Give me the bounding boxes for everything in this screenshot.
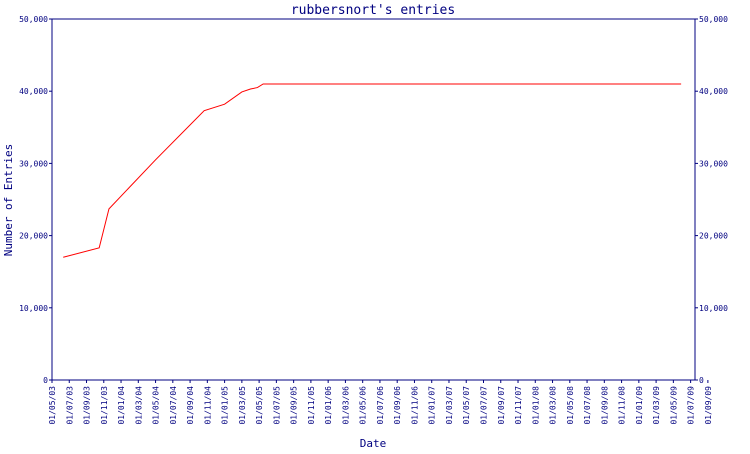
- x-tick-label: 01/09/04: [186, 386, 195, 425]
- x-tick-label: 01/11/07: [514, 386, 523, 425]
- x-tick-label: 01/01/09: [635, 386, 644, 425]
- y2-tick-label: 50,000: [699, 15, 728, 24]
- x-tick-label: 01/11/04: [203, 386, 212, 425]
- x-tick-label: 01/09/07: [497, 386, 506, 425]
- x-tick-label: 01/05/06: [359, 386, 368, 425]
- x-tick-label: 01/03/08: [549, 386, 558, 425]
- y2-tick-label: 20,000: [699, 232, 728, 241]
- y-axis-label: Number of Entries: [2, 144, 15, 257]
- x-tick-label: 01/09/05: [290, 386, 299, 425]
- x-tick-label: 01/11/08: [618, 386, 627, 425]
- x-tick-label: 01/11/03: [100, 386, 109, 425]
- x-tick-label: 01/07/05: [272, 386, 281, 425]
- x-tick-label: 01/07/09: [687, 386, 696, 425]
- y2-tick-label: 40,000: [699, 87, 728, 96]
- x-axis-label: Date: [360, 437, 387, 450]
- plot-frame: [51, 18, 696, 381]
- x-tick-label: 01/01/08: [531, 386, 540, 425]
- x-tick-label: 01/01/04: [117, 386, 126, 425]
- x-tick-label: 01/09/03: [83, 386, 92, 425]
- x-tick-label: 01/07/06: [376, 386, 385, 425]
- x-tick-label: 01/03/05: [238, 386, 247, 425]
- x-tick-label: 01/09/09: [704, 386, 713, 425]
- x-tick-label: 01/03/06: [341, 386, 350, 425]
- x-tick-label: 01/01/07: [428, 386, 437, 425]
- y-tick-label: 40,000: [19, 87, 48, 96]
- x-tick-label: 01/01/05: [221, 386, 230, 425]
- x-tick-label: 01/05/08: [566, 386, 575, 425]
- x-tick-label: 01/03/07: [445, 386, 454, 425]
- x-tick-label: 01/07/03: [65, 386, 74, 425]
- x-tick-label: 01/09/06: [393, 386, 402, 425]
- x-tick-label: 01/09/08: [600, 386, 609, 425]
- y2-tick-label: 10,000: [699, 304, 728, 313]
- y2-tick-label: 0: [699, 376, 704, 385]
- x-tick-label: 01/11/06: [410, 386, 419, 425]
- y-tick-label: 50,000: [19, 15, 48, 24]
- data-line: [63, 83, 682, 258]
- x-tick-label: 01/03/04: [134, 386, 143, 425]
- x-tick-label: 01/05/03: [48, 386, 57, 425]
- x-tick-label: 01/05/07: [462, 386, 471, 425]
- x-tick-label: 01/07/07: [480, 386, 489, 425]
- x-tick-label: 01/05/09: [669, 386, 678, 425]
- y2-tick-label: 30,000: [699, 159, 728, 168]
- x-tick-label: 01/05/04: [152, 386, 161, 425]
- x-tick-label: 01/01/06: [324, 386, 333, 425]
- x-tick-label: 01/07/08: [583, 386, 592, 425]
- y-tick-label: 30,000: [19, 159, 48, 168]
- chart-title: rubbersnort's entries: [291, 3, 455, 18]
- x-tick-label: 01/03/09: [652, 386, 661, 425]
- y-tick-label: 20,000: [19, 232, 48, 241]
- x-tick-label: 01/11/05: [307, 386, 316, 425]
- y-tick-label: 0: [43, 376, 48, 385]
- y-tick-label: 10,000: [19, 304, 48, 313]
- x-tick-label: 01/07/04: [169, 386, 178, 425]
- x-tick-label: 01/05/05: [255, 386, 264, 425]
